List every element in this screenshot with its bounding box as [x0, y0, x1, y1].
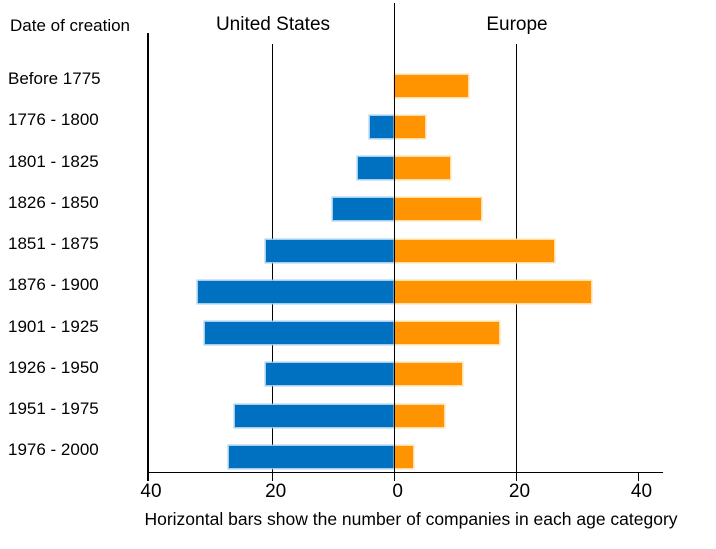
category-label: 1776 - 1800: [8, 110, 99, 130]
us-bar: [370, 115, 395, 138]
us-bar: [265, 239, 395, 262]
united-states-header: United States: [215, 14, 331, 35]
category-label: 1851 - 1875: [8, 234, 99, 253]
europe-bar: [394, 115, 426, 138]
europe-bar: [394, 239, 555, 262]
category-label: 1901 - 1925: [8, 316, 99, 336]
category-label: 1926 - 1950: [8, 357, 99, 377]
x-axis-tick: [147, 471, 149, 481]
us-bar: [229, 445, 395, 468]
zero-axis-line: [394, 3, 396, 472]
europe-bar: [394, 280, 591, 303]
x-tick-label: 20: [508, 481, 531, 502]
x-axis-tick: [637, 471, 640, 481]
us-bar: [204, 322, 395, 344]
gridline: [147, 33, 149, 472]
x-tick-label: 40: [630, 481, 653, 502]
us-bar: [235, 404, 395, 427]
x-axis-line: [148, 471, 663, 473]
europe-bar: [394, 322, 499, 344]
category-label: 1801 - 1825: [8, 151, 99, 171]
x-tick-label: 40: [140, 481, 162, 502]
europe-bar: [394, 198, 481, 221]
category-label: 1826 - 1850: [8, 192, 99, 212]
category-label: Before 1775: [8, 69, 101, 88]
category-label: 1976 - 2000: [8, 440, 99, 460]
us-bar: [265, 363, 395, 386]
europe-bar: [394, 74, 469, 97]
x-axis-tick: [515, 471, 518, 481]
x-axis-tick: [272, 471, 274, 481]
us-bar: [357, 157, 395, 179]
x-axis-tick: [394, 471, 396, 481]
europe-header: Europe: [486, 14, 548, 35]
chart-caption: Horizontal bars show the number of compa…: [144, 509, 678, 529]
us-bar: [333, 198, 395, 221]
us-bar: [198, 280, 395, 303]
x-tick-label: 0: [392, 481, 403, 502]
europe-bar: [394, 445, 414, 468]
europe-bar: [394, 363, 463, 386]
x-tick-label: 20: [265, 481, 287, 502]
europe-bar: [394, 157, 450, 179]
date-of-creation-label: Date of creation: [10, 16, 131, 35]
europe-bar: [394, 404, 444, 427]
category-label: 1876 - 1900: [8, 275, 99, 295]
category-label: 1951 - 1975: [8, 399, 99, 418]
